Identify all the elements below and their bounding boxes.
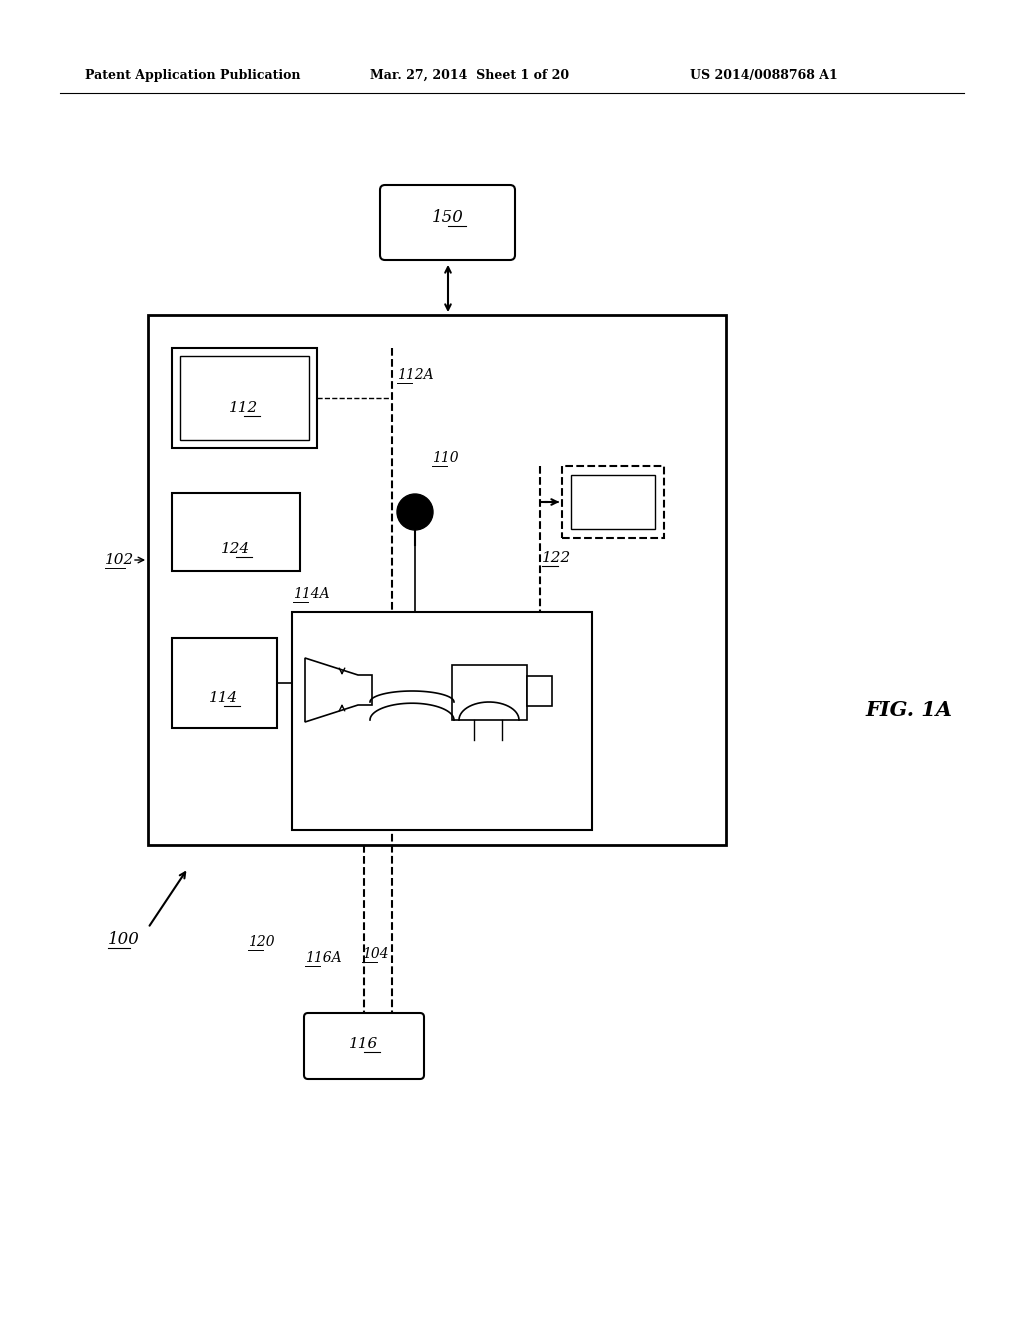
Text: 116: 116 xyxy=(349,1038,379,1051)
Text: Patent Application Publication: Patent Application Publication xyxy=(85,69,300,82)
Text: 104: 104 xyxy=(362,946,389,961)
Bar xyxy=(527,676,552,706)
Text: 114A: 114A xyxy=(293,587,330,601)
Text: 150: 150 xyxy=(432,210,464,227)
Text: 114: 114 xyxy=(209,690,239,705)
Text: 102: 102 xyxy=(105,553,134,568)
Bar xyxy=(571,475,655,529)
Text: 116A: 116A xyxy=(305,950,342,965)
Circle shape xyxy=(397,494,433,531)
Text: 110: 110 xyxy=(432,451,459,465)
Bar xyxy=(292,612,592,830)
Text: 112: 112 xyxy=(229,401,259,414)
Bar xyxy=(180,356,309,440)
Bar xyxy=(148,315,726,845)
FancyBboxPatch shape xyxy=(304,1012,424,1078)
Bar xyxy=(562,466,664,539)
Polygon shape xyxy=(305,657,372,722)
Bar xyxy=(172,348,317,447)
Text: Mar. 27, 2014  Sheet 1 of 20: Mar. 27, 2014 Sheet 1 of 20 xyxy=(370,69,569,82)
Bar xyxy=(172,638,278,729)
Bar xyxy=(172,492,300,572)
Text: 100: 100 xyxy=(108,932,140,949)
Text: 120: 120 xyxy=(248,935,274,949)
Text: 112A: 112A xyxy=(397,368,433,381)
FancyBboxPatch shape xyxy=(380,185,515,260)
Bar xyxy=(452,665,527,719)
Text: 122: 122 xyxy=(542,550,571,565)
Text: FIG. 1A: FIG. 1A xyxy=(865,700,952,719)
Text: US 2014/0088768 A1: US 2014/0088768 A1 xyxy=(690,69,838,82)
Text: 124: 124 xyxy=(221,543,251,556)
